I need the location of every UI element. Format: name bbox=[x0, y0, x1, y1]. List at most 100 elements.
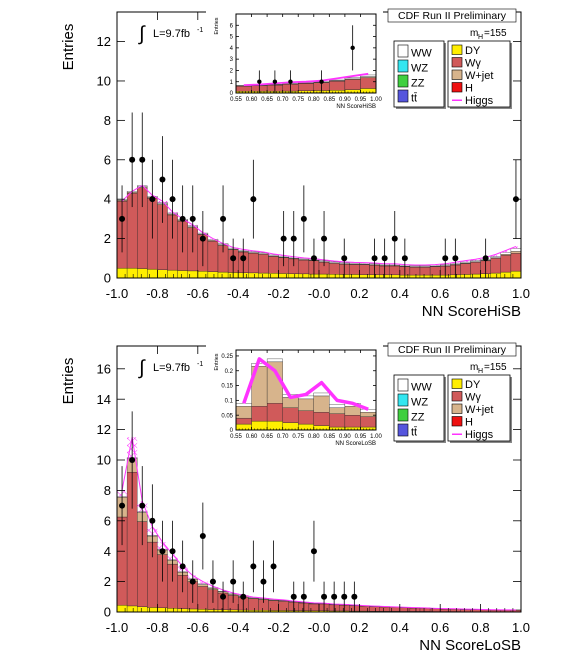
bar-DY bbox=[217, 271, 229, 279]
bar-DY bbox=[500, 271, 512, 279]
bar-Wgamma bbox=[450, 609, 461, 612]
higgs-hatch-2 bbox=[470, 259, 481, 261]
x-tick-label: -0.6 bbox=[187, 620, 209, 635]
higgs-hatch-2 bbox=[460, 260, 471, 263]
legend-label-WZ: WZ bbox=[411, 397, 428, 409]
data-point bbox=[288, 79, 293, 84]
data-point bbox=[341, 593, 348, 600]
x-tick-label: 0.90 bbox=[339, 97, 351, 103]
x-tick-label: -0.4 bbox=[227, 620, 249, 635]
higgs-line bbox=[121, 436, 516, 611]
data-point bbox=[119, 215, 126, 222]
y-axis-label: Entries bbox=[60, 24, 77, 71]
bar-DY bbox=[328, 274, 340, 279]
legend-label-WW: WW bbox=[411, 382, 432, 394]
y-tick-label: 6 bbox=[230, 23, 234, 29]
bar-DY bbox=[157, 269, 168, 279]
y-tick-label: 0 bbox=[104, 605, 111, 620]
bar-Wgamma bbox=[379, 606, 390, 612]
x-tick-label: 0.8 bbox=[472, 286, 490, 301]
bar-Wjet bbox=[344, 406, 361, 416]
bar-DY bbox=[116, 604, 128, 613]
x-tick-label: 0.65 bbox=[261, 434, 273, 440]
legend-swatch-tt bbox=[397, 423, 409, 437]
bar-DY bbox=[126, 605, 138, 613]
data-point bbox=[230, 255, 237, 262]
bar-WW bbox=[510, 248, 522, 252]
x-tick-label: 0.80 bbox=[308, 97, 320, 103]
bar-Wgamma bbox=[440, 608, 451, 612]
bar-Wgamma bbox=[248, 598, 259, 611]
legend-label-DY: DY bbox=[465, 45, 481, 57]
data-point bbox=[129, 156, 136, 163]
bar-Wgamma bbox=[419, 608, 431, 612]
higgs-hatch-2 bbox=[500, 250, 511, 253]
bar-Wgamma bbox=[359, 606, 370, 612]
bar-WW bbox=[235, 403, 252, 407]
bar-Wgamma bbox=[235, 417, 252, 425]
data-point bbox=[250, 563, 257, 570]
data-point bbox=[452, 255, 459, 262]
y-tick-label: 6 bbox=[104, 513, 111, 528]
bar-WW bbox=[460, 261, 471, 264]
bar-DY bbox=[177, 608, 188, 613]
integral-sign: ∫ bbox=[138, 23, 146, 45]
lumi-label: L=9.7fb bbox=[153, 28, 190, 40]
x-tick-label: 0.95 bbox=[355, 434, 367, 440]
data-point bbox=[272, 79, 278, 84]
bar-DY bbox=[349, 274, 360, 279]
data-point bbox=[209, 578, 216, 585]
legend-swatch-Wgamma bbox=[451, 391, 463, 402]
x-tick-label: -0.2 bbox=[267, 286, 289, 301]
data-point bbox=[149, 196, 156, 203]
legend-label-H: H bbox=[465, 83, 473, 95]
x-tick-label: 0.75 bbox=[292, 434, 304, 440]
bar-Wgamma bbox=[470, 262, 481, 275]
bar-Wjet bbox=[235, 406, 252, 419]
x-tick-label: 0.55 bbox=[230, 97, 242, 103]
bar-Wgamma bbox=[278, 601, 289, 611]
bar-Wgamma bbox=[409, 607, 421, 612]
lumi-label: L=9.7fb bbox=[153, 362, 190, 374]
bar-WW bbox=[344, 77, 361, 80]
bar-WW bbox=[470, 260, 481, 262]
mass-subscript: H bbox=[478, 34, 483, 41]
legend-label-WW: WW bbox=[411, 48, 432, 60]
y-tick-label: 14 bbox=[97, 392, 111, 407]
y-tick-label: 2 bbox=[104, 574, 111, 589]
bar-Wgamma bbox=[268, 600, 279, 611]
data-point bbox=[230, 578, 237, 585]
bar-Wgamma bbox=[500, 610, 512, 612]
x-tick-label: 1.00 bbox=[370, 97, 382, 103]
bar-DY bbox=[167, 269, 178, 279]
y-tick-label: 0.25 bbox=[221, 354, 233, 360]
legend-swatch-ZZ bbox=[397, 408, 409, 422]
bar-WW bbox=[360, 409, 377, 413]
bar-Wgamma bbox=[268, 256, 279, 274]
y-tick-label: 4 bbox=[104, 544, 111, 559]
x-tick-label: -1.0 bbox=[106, 286, 128, 301]
bar-DY bbox=[116, 267, 128, 279]
x-tick-label: -0.8 bbox=[146, 286, 168, 301]
data-point bbox=[139, 502, 146, 509]
bar-Wgamma bbox=[207, 240, 219, 272]
bar-Wgamma bbox=[282, 407, 299, 423]
bar-Wgamma bbox=[399, 607, 411, 612]
x-axis-label: NN ScoreHiSB bbox=[422, 303, 521, 320]
legend-swatch-tt bbox=[397, 89, 409, 103]
data-point bbox=[139, 156, 146, 163]
inset-x-label: NN ScoreHiSB bbox=[336, 104, 376, 110]
data-point bbox=[220, 215, 227, 222]
bar-WW bbox=[419, 265, 431, 267]
x-tick-label: -0.0 bbox=[308, 286, 330, 301]
data-point bbox=[169, 548, 176, 555]
bar-Wgamma bbox=[419, 266, 431, 276]
y-tick-label: 8 bbox=[104, 483, 111, 498]
legend-swatch-H bbox=[451, 416, 463, 427]
data-point bbox=[351, 593, 358, 600]
legend-swatch-WZ bbox=[397, 59, 409, 73]
y-tick-label: 0.15 bbox=[221, 384, 233, 390]
bar-Wjet bbox=[360, 412, 377, 417]
bar-Wgamma bbox=[369, 606, 380, 612]
bar-Wgamma bbox=[258, 254, 269, 274]
